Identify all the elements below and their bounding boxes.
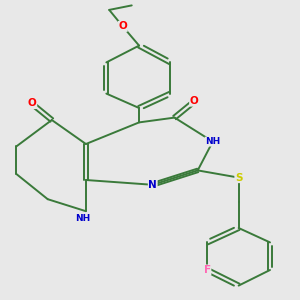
Text: N: N — [148, 180, 157, 190]
Text: O: O — [118, 21, 127, 32]
Text: O: O — [190, 96, 198, 106]
Text: NH: NH — [205, 137, 220, 146]
Text: F: F — [204, 265, 211, 275]
Text: S: S — [235, 172, 242, 183]
Text: NH: NH — [75, 214, 91, 223]
Text: O: O — [28, 98, 37, 109]
